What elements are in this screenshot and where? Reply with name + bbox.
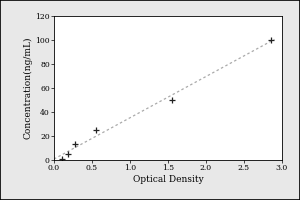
Y-axis label: Concentration(ng/mL): Concentration(ng/mL) bbox=[23, 37, 32, 139]
X-axis label: Optical Density: Optical Density bbox=[133, 175, 203, 184]
